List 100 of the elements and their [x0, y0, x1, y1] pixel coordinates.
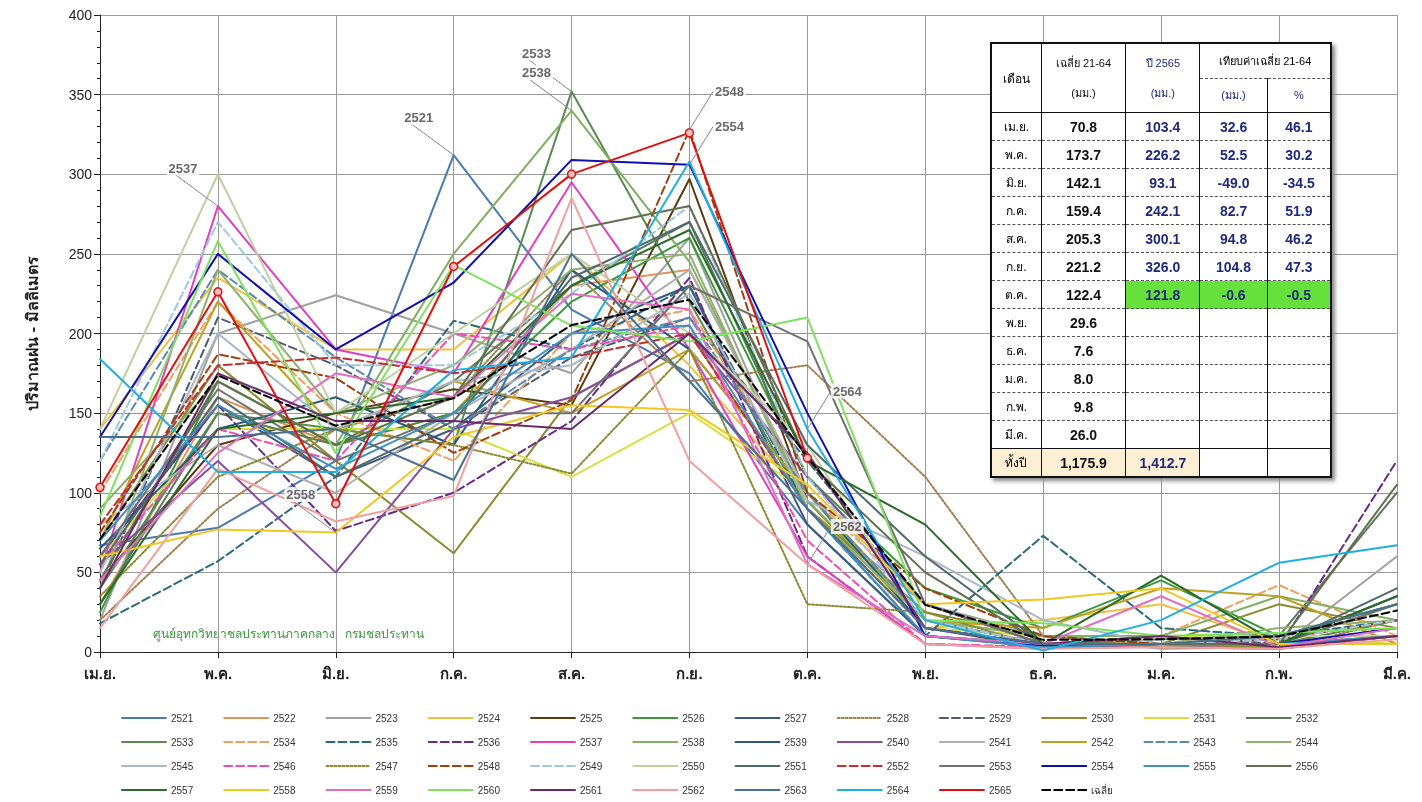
x-tick-label: เม.ย. — [83, 665, 117, 682]
data-label: 51.9 — [1267, 196, 1331, 225]
legend-label: 2564 — [886, 784, 910, 796]
data-label: 93.1 — [1125, 168, 1200, 197]
legend-label: 2562 — [682, 784, 705, 796]
legend-label: 2556 — [1295, 760, 1319, 772]
y-tick-label: 300 — [68, 166, 93, 183]
legend-label: 2565 — [988, 784, 1012, 796]
category-label: พ.ค. — [991, 140, 1042, 169]
legend-label: 2534 — [273, 736, 296, 748]
x-tick-label: ต.ค. — [793, 665, 822, 682]
x-tick-label: ก.พ. — [1265, 665, 1293, 682]
data-label: 70.8 — [1041, 112, 1126, 141]
legend-label: 2526 — [682, 712, 705, 724]
data-label: 47.3 — [1267, 252, 1331, 281]
data-label: 104.8 — [1199, 252, 1268, 281]
y-tick-label: 100 — [68, 484, 93, 501]
legend-label: 2533 — [171, 736, 194, 748]
legend-label: เฉลี่ย — [1091, 782, 1114, 796]
legend-label: 2550 — [682, 760, 705, 772]
data-label: 29.6 — [1041, 308, 1126, 337]
x-tick-label: มี.ค. — [1382, 665, 1411, 682]
legend-label: 2552 — [886, 760, 910, 772]
data-label: 103.4 — [1125, 112, 1200, 141]
legend-label: 2555 — [1193, 760, 1217, 772]
data-label: 7.6 — [1041, 336, 1126, 365]
legend-label: 2557 — [171, 784, 194, 796]
category-label: ก.ย. — [991, 252, 1042, 281]
legend-label: 2541 — [988, 736, 1012, 748]
data-label: 32.6 — [1199, 112, 1268, 141]
y-tick-label: 400 — [68, 7, 93, 23]
annotation: 2558 — [286, 487, 316, 503]
legend-label: 2561 — [579, 784, 603, 796]
legend-label: 2530 — [1091, 712, 1114, 724]
legend-label: 2558 — [273, 784, 296, 796]
x-tick-label: ก.ย. — [676, 665, 703, 682]
legend-label: 2542 — [1091, 736, 1114, 748]
category-label: ต.ค. — [991, 280, 1042, 309]
y-tick-label: 150 — [68, 405, 93, 422]
x-tick-label: ธ.ค. — [1029, 665, 1057, 682]
data-label: -0.6 — [1199, 280, 1268, 309]
category-label: มิ.ย. — [991, 168, 1042, 197]
annotation: 2554 — [715, 119, 745, 135]
legend-label: 2529 — [988, 712, 1012, 724]
annotation: 2548 — [715, 84, 744, 100]
text: เฉลี่ย 21-64 (มม.) — [1055, 57, 1112, 99]
legend-label: 2559 — [375, 784, 399, 796]
data-label: 26.0 — [1041, 420, 1126, 449]
legend-label: 2547 — [375, 760, 399, 772]
x-tick-label: ส.ค. — [557, 665, 586, 682]
data-label: -49.0 — [1199, 168, 1268, 197]
category-label: ก.ค. — [991, 196, 1042, 225]
category-label: ก.พ. — [991, 392, 1042, 421]
category-label: เม.ย. — [991, 112, 1042, 141]
data-label: 173.7 — [1041, 140, 1126, 169]
legend-label: 2528 — [886, 712, 910, 724]
annotation: 2562 — [832, 518, 862, 534]
data-label: 52.5 — [1199, 140, 1268, 169]
data-label: 142.1 — [1041, 168, 1126, 197]
legend-label: 2525 — [579, 712, 603, 724]
y-tick-label: 250 — [68, 245, 93, 262]
y-tick-label: 50 — [76, 564, 93, 581]
y-tick-label: 200 — [68, 325, 93, 342]
x-tick-label: พ.ค. — [203, 665, 233, 682]
data-label: 121.8 — [1125, 280, 1200, 309]
legend-label: 2527 — [784, 712, 808, 724]
legend-label: 2543 — [1193, 736, 1217, 748]
annotation: 2521 — [404, 109, 434, 125]
y-tick-label: 0 — [84, 644, 93, 660]
legend-label: 2536 — [477, 736, 501, 748]
data-label: 9.8 — [1041, 392, 1126, 421]
legend-label: 2544 — [1295, 736, 1319, 748]
category-label: ธ.ค. — [991, 336, 1042, 365]
legend-label: 2551 — [784, 760, 808, 772]
data-label: -34.5 — [1267, 168, 1331, 197]
category-label: มี.ค. — [991, 420, 1042, 449]
series-label: % — [1267, 78, 1331, 113]
text: ปี 2565 (มม.) — [1145, 57, 1181, 99]
legend-label: 2537 — [579, 736, 603, 748]
data-label: 122.4 — [1041, 280, 1126, 309]
data-label: 242.1 — [1125, 196, 1200, 225]
data-label: 226.2 — [1125, 140, 1200, 169]
annotation: 2538 — [522, 65, 552, 81]
legend-label: 2546 — [273, 760, 296, 772]
x-tick-label: พ.ย. — [911, 665, 939, 682]
legend-label: 2554 — [1091, 760, 1114, 772]
annotation: 2564 — [832, 383, 863, 399]
legend-label: 2532 — [1295, 712, 1319, 724]
legend-title: เทียบค่าเฉลี่ย 21-64 — [1199, 43, 1331, 79]
data-label: 159.4 — [1041, 196, 1126, 225]
data-label: 30.2 — [1267, 140, 1331, 169]
legend-label: 2563 — [784, 784, 808, 796]
data-label: 300.1 — [1125, 224, 1200, 253]
data-label: 1,175.9 — [1041, 448, 1126, 477]
annotation: 2537 — [168, 160, 198, 176]
legend-label: 2560 — [477, 784, 501, 796]
legend-label: 2553 — [988, 760, 1012, 772]
data-label: 205.3 — [1041, 224, 1126, 253]
data-label: 326.0 — [1125, 252, 1200, 281]
annotation: 2533 — [522, 45, 552, 61]
